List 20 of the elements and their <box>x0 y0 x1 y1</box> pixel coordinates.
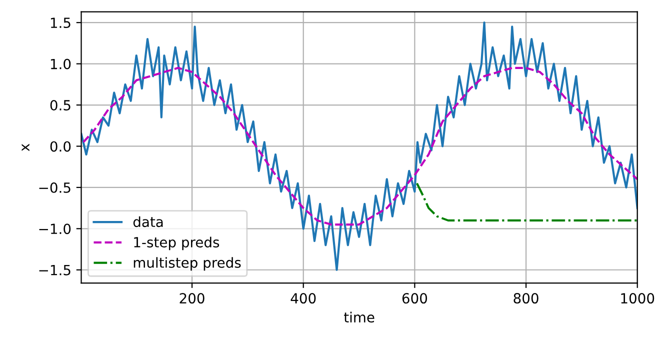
y-tick-label: −1.5 <box>39 265 70 276</box>
x-axis-title: time <box>344 312 374 323</box>
y-tick-label: 0.5 <box>50 100 70 110</box>
x-tick-label: 1000 <box>621 293 654 304</box>
line-series <box>82 66 638 226</box>
legend-label: 1-step preds <box>134 236 220 250</box>
legend-label: data <box>133 216 163 228</box>
y-axis-title: x <box>22 144 30 152</box>
legend-label: multistep preds <box>134 257 241 271</box>
x-tick-label: 600 <box>402 293 428 304</box>
line-series <box>81 22 638 271</box>
x-tick-label: 400 <box>290 293 316 304</box>
y-tick-label: 1.5 <box>50 18 70 28</box>
x-tick-label: 200 <box>180 293 204 304</box>
y-tick-label: −0.5 <box>39 182 70 193</box>
y-tick-label: −1.0 <box>39 224 71 234</box>
line-series <box>416 182 638 222</box>
y-tick-label: 1.0 <box>50 58 71 70</box>
x-tick-label: 800 <box>514 293 538 304</box>
y-tick-label: 0.0 <box>50 141 71 152</box>
